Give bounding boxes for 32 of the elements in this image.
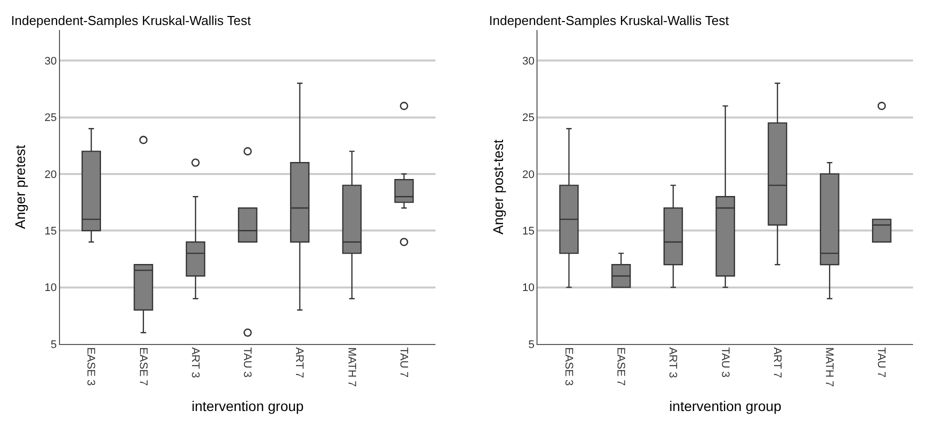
y-tick-label: 30 <box>522 55 534 68</box>
chart-title: Independent-Samples Kruskal-Wallis Test <box>11 13 252 28</box>
x-tick-label: TAU 7 <box>875 347 888 378</box>
x-tick-label: MATH 7 <box>345 347 358 387</box>
y-tick-label: 20 <box>44 168 57 181</box>
x-tick-label: ART 7 <box>770 347 783 378</box>
y-tick-label: 15 <box>44 225 57 238</box>
y-tick-label: 25 <box>522 112 534 124</box>
y-tick-label: 20 <box>522 168 534 181</box>
y-tick-label: 30 <box>44 55 57 68</box>
x-tick-label: EASE 3 <box>84 347 97 386</box>
y-tick-label: 5 <box>50 338 57 351</box>
x-tick-label: ART 3 <box>666 347 679 378</box>
y-tick-label: 25 <box>44 112 57 124</box>
x-tick-label: EASE 3 <box>562 347 574 386</box>
x-tick-label: TAU 3 <box>241 347 254 378</box>
x-tick-label: TAU 7 <box>397 347 410 378</box>
x-tick-label: ART 3 <box>188 347 201 378</box>
x-axis-title: intervention group <box>669 398 782 414</box>
x-tick-label: EASE 7 <box>136 347 149 386</box>
x-axis-title: intervention group <box>192 398 304 414</box>
y-tick-label: 5 <box>528 338 534 351</box>
x-tick-label: ART 7 <box>293 347 306 378</box>
x-tick-label: EASE 7 <box>614 347 627 386</box>
x-tick-label: TAU 3 <box>718 347 731 378</box>
chart-title: Independent-Samples Kruskal-Wallis Test <box>489 13 730 28</box>
y-tick-label: 10 <box>522 282 534 294</box>
x-tick-label: MATH 7 <box>823 347 836 387</box>
y-tick-label: 10 <box>44 282 57 294</box>
y-tick-label: 15 <box>522 225 534 238</box>
y-axis-title: Anger pretest <box>12 144 28 230</box>
y-axis-title: Anger post-test <box>490 139 506 234</box>
